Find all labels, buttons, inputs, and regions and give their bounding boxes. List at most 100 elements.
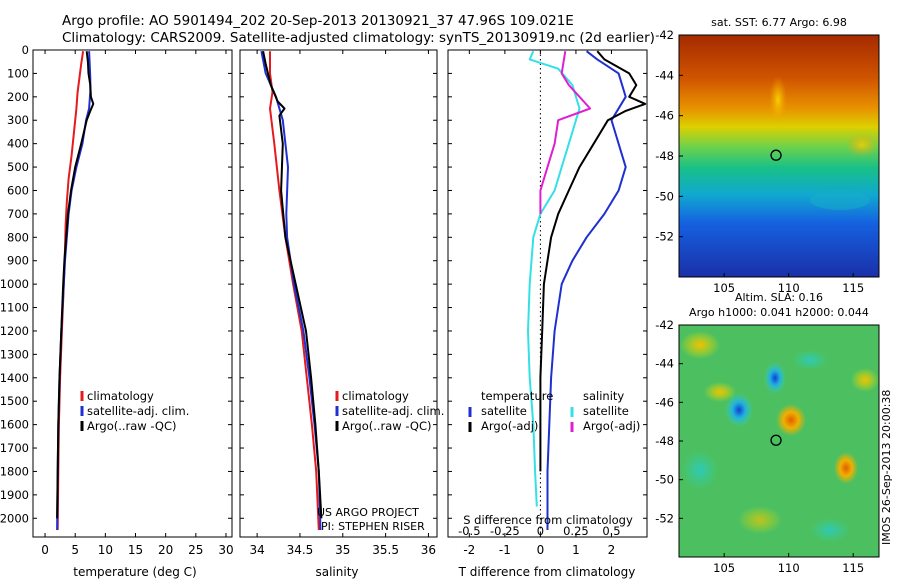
difference-panel: -2 -1 0 1 2-0.5 -0.25 0 0.25 0.5temperaturesatel… [447, 49, 648, 579]
y-tick-label: 400 [7, 137, 29, 151]
sla-anomaly [738, 506, 782, 534]
series-line [546, 50, 627, 530]
map-y-tick-label: -44 [655, 357, 674, 371]
y-tick-label: 2000 [0, 511, 29, 525]
plot-frame [32, 49, 233, 538]
sla-anomaly [776, 404, 806, 436]
x-tick-label: 20 [158, 543, 173, 557]
difference-xlabel: T difference from climatology [458, 565, 636, 579]
y-tick-label: 1400 [0, 371, 29, 385]
legend-label: satellite [583, 404, 629, 418]
series-line [527, 50, 581, 507]
map-y-tick-label: -48 [655, 149, 674, 163]
map-y-tick-label: -44 [655, 68, 674, 82]
header-title-line2: Climatology: CARS2009. Satellite-adjuste… [62, 30, 655, 46]
map-x-tick-label: 105 [713, 281, 735, 295]
legend-group-title: salinity [583, 389, 624, 403]
series-line [539, 51, 592, 214]
y-tick-label: 1900 [0, 488, 29, 502]
legend-group-title: temperature [481, 389, 553, 403]
sla-anomaly [704, 382, 736, 402]
map-y-tick-label: -52 [655, 511, 674, 525]
map-x-tick-label: 115 [842, 561, 864, 575]
sla-anomaly [680, 331, 720, 359]
sla-map-frame: -42 -44 -46 -48 -50 -52 105 110 115 [655, 318, 880, 575]
x-tick-label: 0 [537, 543, 545, 557]
y-tick-label: 700 [7, 207, 29, 221]
x-tick-label: 34.5 [287, 543, 314, 557]
x-tick-label: -2 [463, 543, 475, 557]
pi-annotation: PI: STEPHEN RISER [321, 520, 425, 533]
sla-map-title: Altim. SLA: 0.16 [735, 291, 823, 304]
s-tick-label: 0.25 [563, 524, 589, 538]
sst-map-title: sat. SST: 6.77 Argo: 6.98 [711, 16, 847, 29]
sst-cold-patch [810, 190, 870, 210]
x-tick-label: 5 [71, 543, 79, 557]
map-x-tick-label: 110 [778, 281, 800, 295]
map-y-tick-label: -52 [655, 230, 674, 244]
map-x-tick-label: 115 [842, 281, 864, 295]
y-tick-label: 1100 [0, 301, 29, 315]
map-y-tick-label: -46 [655, 109, 674, 123]
y-tick-label: 600 [7, 183, 29, 197]
s-tick-label: 0.5 [602, 524, 620, 538]
s-tick-label: 0 [537, 524, 544, 538]
temperature-xlabel: temperature (deg C) [73, 565, 196, 579]
legend-label: Argo(-adj) [481, 419, 538, 433]
sst-heatmap-field [679, 35, 879, 277]
x-tick-label: 35.5 [372, 543, 399, 557]
x-tick-label: -1 [499, 543, 511, 557]
s-tick-label: -0.5 [458, 524, 480, 538]
x-tick-label: 35 [335, 543, 350, 557]
salinity-panel: 34 34.5 35 35.5 36 climatologysatellite-adj. … [239, 49, 444, 579]
x-tick-label: 30 [218, 543, 233, 557]
y-tick-label: 800 [7, 230, 29, 244]
series-line [539, 50, 647, 472]
y-tick-label: 300 [7, 113, 29, 127]
temperature-plot-area: 0100200300400500600700800900100011001200… [0, 43, 234, 557]
y-tick-label: 1200 [0, 324, 29, 338]
map-y-tick-label: -48 [655, 434, 674, 448]
header-title-line1: Argo profile: AO 5901494_202 20-Sep-2013… [62, 13, 574, 29]
sla-anomaly [834, 452, 858, 484]
legend-label: climatology [87, 389, 154, 403]
x-tick-label: 15 [128, 543, 143, 557]
salinity-xlabel: salinity [315, 565, 358, 579]
difference-top-xlabel: S difference from climatology [463, 513, 633, 527]
imos-timestamp: IMOS 26-Sep-2013 20:00:38 [880, 390, 893, 545]
plot-frame [239, 49, 438, 538]
legend-label: Argo(..raw -QC) [342, 419, 432, 433]
y-tick-label: 1000 [0, 277, 29, 291]
sla-anomaly [682, 450, 718, 490]
x-tick-label: 1 [572, 543, 580, 557]
y-tick-label: 100 [7, 66, 29, 80]
y-tick-label: 900 [7, 254, 29, 268]
sla-anomaly [810, 518, 850, 542]
sla-anomaly [792, 350, 828, 370]
y-tick-label: 1600 [0, 418, 29, 432]
x-tick-label: 25 [188, 543, 203, 557]
x-tick-label: 0 [41, 543, 49, 557]
difference-plot-area: -2 -1 0 1 2-0.5 -0.25 0 0.25 0.5temperaturesatel… [447, 49, 648, 557]
legend-label: Argo(..raw -QC) [87, 419, 177, 433]
map-x-tick-label: 110 [778, 561, 800, 575]
sst-map-panel: sat. SST: 6.77 Argo: 6.98 -42 -44 -46 -48 -5… [655, 16, 880, 295]
sst-map-frame: -42 -44 -46 -48 -50 -52 105 110 115 [655, 28, 880, 295]
y-tick-label: 500 [7, 160, 29, 174]
legend-label: satellite-adj. clim. [342, 404, 444, 418]
y-tick-label: 1300 [0, 347, 29, 361]
s-tick-label: -0.25 [490, 524, 520, 538]
y-tick-label: 1500 [0, 394, 29, 408]
sla-anomaly [764, 362, 786, 394]
legend-label: Argo(-adj) [583, 419, 640, 433]
map-y-tick-label: -46 [655, 395, 674, 409]
sla-anomaly [725, 393, 753, 427]
y-tick-label: 1800 [0, 464, 29, 478]
temperature-panel: 0100200300400500600700800900100011001200… [0, 43, 234, 579]
salinity-plot-area: 34 34.5 35 35.5 36 climatologysatellite-adj. … [239, 49, 444, 557]
argo-location-marker [770, 149, 782, 161]
y-tick-label: 1700 [0, 441, 29, 455]
map-y-tick-label: -42 [655, 318, 674, 332]
map-y-tick-label: -42 [655, 28, 674, 42]
